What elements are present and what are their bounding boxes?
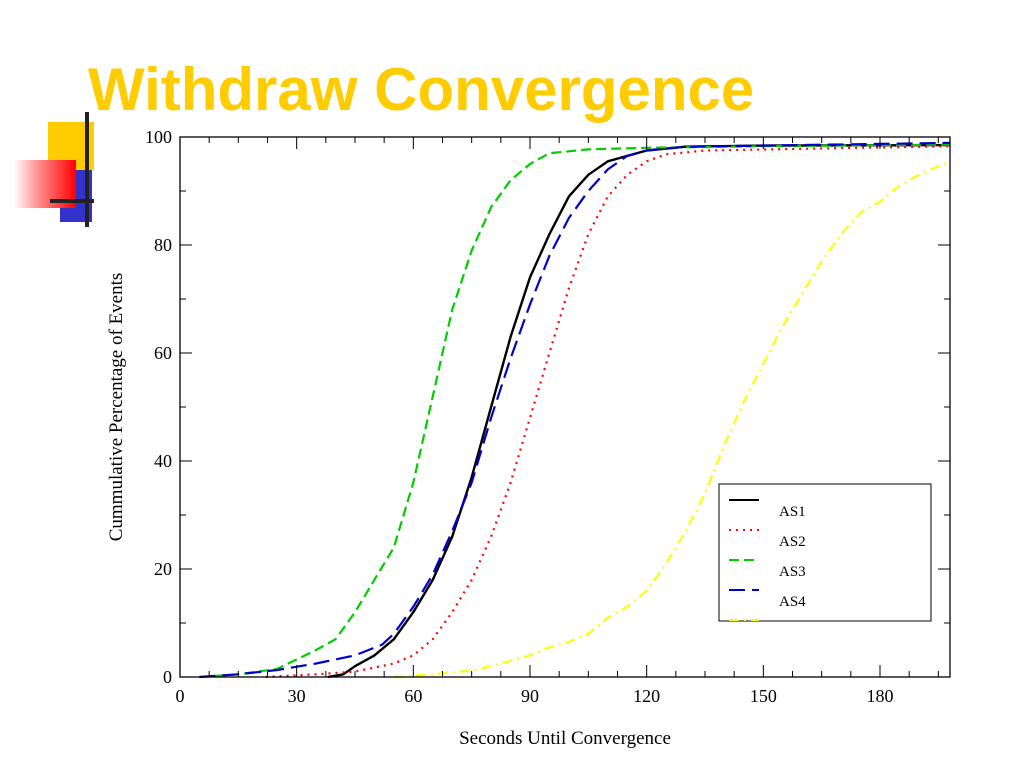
series-line-3 [199, 143, 951, 679]
x-tick-label: 120 [633, 686, 660, 706]
y-tick-label: 100 [145, 127, 172, 147]
legend-label: AS3 [779, 564, 806, 580]
y-tick-label: 60 [154, 343, 172, 363]
x-tick-label: 180 [867, 686, 894, 706]
decor-vertical-line [85, 112, 89, 227]
x-axis-label: Seconds Until Convergence [459, 728, 671, 749]
legend-label: AS4 [779, 594, 806, 610]
y-tick-label: 40 [154, 451, 172, 471]
x-tick-label: 150 [750, 686, 777, 706]
legend-box [718, 483, 932, 622]
y-tick-label: 80 [154, 235, 172, 255]
series-line-2 [265, 145, 951, 679]
x-tick-label: 30 [288, 686, 306, 706]
series-layer [199, 141, 951, 679]
x-tick-label: 0 [176, 686, 185, 706]
slide-title: Withdraw Convergence [88, 56, 755, 123]
x-tick-label: 60 [404, 686, 422, 706]
decor-horizontal-line [50, 199, 94, 203]
legend-label: AS2 [779, 534, 806, 550]
y-tick-label: 20 [154, 559, 172, 579]
y-tick-label: 0 [163, 667, 172, 687]
legend: AS1 AS2 AS3 AS4 [718, 483, 932, 622]
tick-layer: 0 30 60 90 120 150 180 0 20 40 60 80 100 [145, 127, 950, 706]
y-axis-label: Cummulative Percentage of Events [106, 273, 127, 542]
x-tick-label: 90 [521, 686, 539, 706]
series-line-1 [327, 143, 951, 679]
legend-label: AS1 [779, 504, 806, 520]
